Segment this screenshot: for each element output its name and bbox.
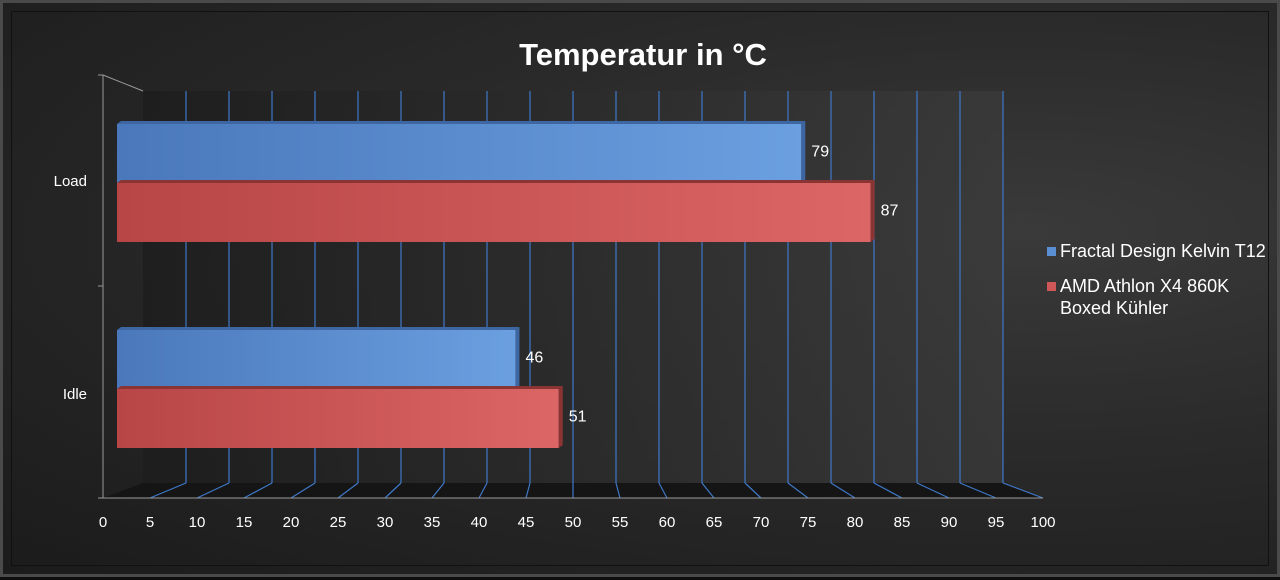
x-tick-label-100: 100	[1030, 514, 1055, 531]
data-labels: 79 87 46 51	[525, 144, 898, 426]
gridline-floor-30	[384, 482, 402, 499]
bar-side-idle-0	[515, 327, 520, 389]
x-tick-label-95: 95	[988, 514, 1005, 531]
gridline-floor-100	[1002, 482, 1044, 499]
axes	[98, 74, 1043, 499]
gridline-floor-55	[615, 482, 621, 499]
chart-title: Temperatur in °C	[519, 37, 767, 72]
x-tick-label-50: 50	[565, 514, 582, 531]
x-tick-label-5: 5	[146, 514, 154, 531]
bar-top-load-0	[117, 121, 806, 124]
gridline-floor-80	[830, 482, 856, 499]
bar-top-idle-0	[117, 327, 520, 330]
legend-swatch-blue	[1047, 247, 1056, 256]
legend: Fractal Design Kelvin T12 AMD Athlon X4 …	[1047, 240, 1272, 332]
gridline-floor-10	[196, 482, 230, 499]
legend-item-amd: AMD Athlon X4 860K Boxed Kühler	[1047, 275, 1272, 319]
gridline-floor-15	[243, 482, 273, 499]
x-tick-label-60: 60	[659, 514, 676, 531]
category-labels: Load Idle	[54, 173, 87, 403]
x-tick-label-0: 0	[99, 514, 107, 531]
gridline-floor-5	[149, 482, 187, 499]
y-axis-depth-line	[102, 74, 144, 92]
gridline-floor-60	[658, 482, 668, 499]
legend-item-fractal: Fractal Design Kelvin T12	[1047, 240, 1272, 262]
x-tick-label-35: 35	[424, 514, 441, 531]
chart-canvas: Temperatur in °C 79 87 46 51 0 5 10 15 20 25 30 35…	[54, 37, 1056, 531]
gridline-floor-70	[744, 482, 762, 499]
bar-load-series-1	[117, 183, 871, 242]
legend-swatch-red	[1047, 282, 1056, 291]
bar-idle-series-1	[117, 389, 559, 448]
x-tick-label-10: 10	[189, 514, 206, 531]
gridline-floor-45	[525, 482, 531, 499]
data-label-load-1: 87	[881, 203, 899, 220]
data-label-idle-0: 46	[525, 350, 543, 367]
category-label-idle: Idle	[63, 386, 87, 403]
x-tick-label-55: 55	[612, 514, 629, 531]
x-tick-label-80: 80	[847, 514, 864, 531]
bar-idle-series-0	[117, 330, 516, 389]
x-tick-labels: 0 5 10 15 20 25 30 35 40 45 50 55 60 65 70 75 80 85 90 95 10…	[99, 514, 1056, 531]
x-tick-label-75: 75	[800, 514, 817, 531]
bar-side-load-0	[801, 121, 806, 183]
legend-label-amd: AMD Athlon X4 860K Boxed Kühler	[1060, 276, 1230, 318]
x-tick-label-30: 30	[377, 514, 394, 531]
data-label-load-0: 79	[811, 144, 829, 161]
x-tick-label-25: 25	[330, 514, 347, 531]
x-tick-label-40: 40	[471, 514, 488, 531]
data-label-idle-1: 51	[569, 409, 587, 426]
bar-top-idle-1	[117, 386, 563, 389]
bar-top-load-1	[117, 180, 875, 183]
gridline-floor-40	[478, 482, 488, 499]
gridline-floor-85	[873, 482, 903, 499]
x-tick-label-65: 65	[706, 514, 723, 531]
gridline-floor-90	[916, 482, 950, 499]
gridline-floor-20	[290, 482, 316, 499]
gridline-floor-65	[701, 482, 715, 499]
bar-load-series-0	[117, 124, 802, 183]
x-tick-label-90: 90	[941, 514, 958, 531]
x-tick-label-70: 70	[753, 514, 770, 531]
x-tick-label-85: 85	[894, 514, 911, 531]
gridline-floor-25	[337, 482, 359, 499]
gridline-floor-75	[787, 482, 809, 499]
gridline-floor-35	[431, 482, 445, 499]
x-tick-label-45: 45	[518, 514, 535, 531]
x-tick-label-15: 15	[236, 514, 253, 531]
gridline-floor-95	[959, 482, 997, 499]
bar-side-idle-1	[558, 386, 563, 448]
x-tick-label-20: 20	[283, 514, 300, 531]
bar-side-load-1	[870, 180, 875, 242]
category-label-load: Load	[54, 173, 87, 190]
legend-label-fractal: Fractal Design Kelvin T12	[1060, 241, 1266, 261]
bars	[117, 121, 875, 448]
